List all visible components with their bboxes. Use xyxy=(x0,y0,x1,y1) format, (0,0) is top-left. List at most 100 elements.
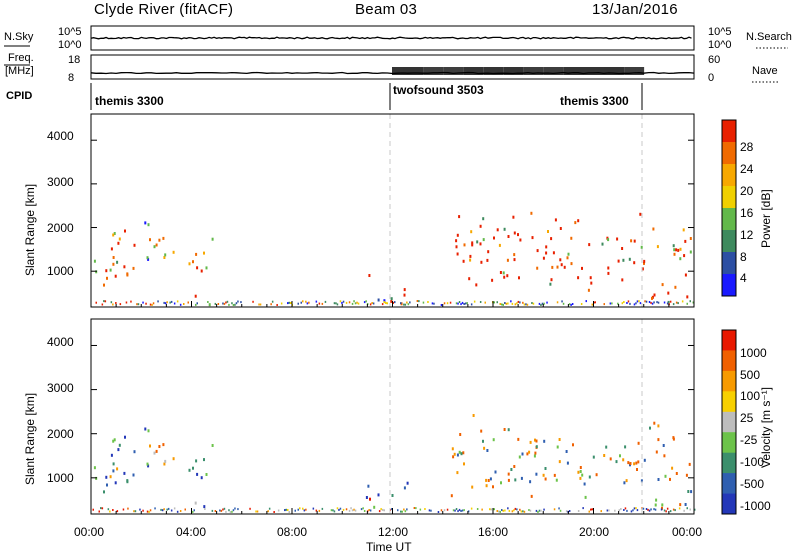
heatmap-cell xyxy=(513,253,516,257)
heatmap-cell xyxy=(620,508,622,510)
heatmap-cell xyxy=(454,509,456,512)
velocity-cbar-tick-m25: -25 xyxy=(740,433,758,447)
velocity-colorbar xyxy=(721,329,737,515)
heatmap-cell xyxy=(536,266,539,270)
heatmap-cell xyxy=(440,509,443,512)
nsky-tick-top: 10^5 xyxy=(58,26,82,38)
heatmap-cell xyxy=(630,510,633,513)
heatmap-cell xyxy=(119,303,122,306)
heatmap-cell xyxy=(624,507,627,510)
heatmap-cell xyxy=(273,511,275,513)
cpid-segment-2: twofsound 3503 xyxy=(393,83,484,97)
heatmap-cell xyxy=(529,509,532,512)
colorbar-swatch xyxy=(722,230,736,253)
heatmap-cell xyxy=(552,251,555,255)
xtick-0000: 00:00 xyxy=(74,525,105,539)
heatmap-cell xyxy=(443,302,446,305)
heatmap-cell xyxy=(348,509,351,512)
heatmap-cell xyxy=(300,301,302,304)
heatmap-cell xyxy=(153,451,156,455)
heatmap-cell xyxy=(567,252,570,256)
heatmap-cell xyxy=(518,455,521,459)
heatmap-cell xyxy=(391,508,393,511)
heatmap-cell xyxy=(112,303,114,306)
heatmap-cell xyxy=(100,507,102,510)
colorbar-frame xyxy=(721,119,737,297)
heatmap-cell xyxy=(234,507,236,510)
heatmap-cell xyxy=(342,508,345,511)
heatmap-cell xyxy=(368,509,370,511)
heatmap-cell xyxy=(459,433,462,436)
heatmap-cell xyxy=(637,441,640,445)
heatmap-cell xyxy=(536,249,539,253)
heatmap-cell xyxy=(237,508,239,511)
heatmap-cell xyxy=(538,302,541,305)
heatmap-cell xyxy=(460,303,462,306)
heatmap-cell xyxy=(203,458,205,462)
heatmap-cell xyxy=(522,510,524,513)
heatmap-cell xyxy=(601,242,604,246)
xlabel: Time UT xyxy=(366,540,412,554)
heatmap-cell xyxy=(103,300,105,303)
heatmap-cell xyxy=(572,443,574,447)
heatmap-cell xyxy=(428,509,431,512)
heatmap-cell xyxy=(187,301,189,304)
heatmap-cell xyxy=(205,266,208,270)
heatmap-cell xyxy=(115,302,117,304)
heatmap-cell xyxy=(580,303,583,305)
heatmap-cell xyxy=(542,473,545,477)
heatmap-cell xyxy=(501,509,503,511)
heatmap-cell xyxy=(166,301,168,304)
heatmap-cell xyxy=(684,239,687,243)
heatmap-cell xyxy=(577,276,580,280)
heatmap-cell xyxy=(492,438,495,442)
heatmap-cell xyxy=(113,438,116,442)
heatmap-cell xyxy=(163,256,166,259)
heatmap-cell xyxy=(473,300,476,303)
heatmap-cell xyxy=(211,237,214,241)
heatmap-cell xyxy=(305,508,307,511)
heatmap-cell xyxy=(556,265,559,269)
heatmap-cell xyxy=(363,301,366,304)
heatmap-cell xyxy=(93,466,96,470)
heatmap-cell xyxy=(675,301,678,304)
heatmap-cell xyxy=(437,511,440,513)
heatmap-cell xyxy=(341,301,343,304)
heatmap-cell xyxy=(570,303,572,306)
heatmap-cell xyxy=(672,508,675,511)
heatmap-cell xyxy=(690,490,693,494)
heatmap-cell xyxy=(287,509,289,511)
heatmap-cell xyxy=(234,303,236,306)
heatmap-cell xyxy=(419,508,422,511)
heatmap-cell xyxy=(462,259,465,263)
colorbar-swatch xyxy=(722,208,736,231)
velocity-ytick-2000: 2000 xyxy=(47,427,74,441)
colorbar-swatch xyxy=(722,164,736,187)
heatmap-cell xyxy=(666,507,669,510)
heatmap-cell xyxy=(675,472,678,475)
heatmap-cell xyxy=(682,228,685,232)
heatmap-cell xyxy=(507,472,510,476)
heatmap-cell xyxy=(538,509,541,512)
heatmap-cell xyxy=(683,509,685,512)
heatmap-cell xyxy=(621,278,624,282)
heatmap-cell xyxy=(369,509,372,512)
heatmap-cell xyxy=(654,503,657,507)
heatmap-cell xyxy=(496,228,499,232)
heatmap-cell xyxy=(689,300,691,303)
heatmap-cell xyxy=(623,301,625,303)
heatmap-cell xyxy=(130,300,132,303)
heatmap-cell xyxy=(666,302,669,305)
heatmap-cell xyxy=(560,263,563,267)
heatmap-cell xyxy=(354,509,357,512)
heatmap-cell xyxy=(360,508,363,511)
heatmap-cell xyxy=(348,301,351,304)
heatmap-cell xyxy=(476,508,479,510)
heatmap-cell xyxy=(188,468,191,472)
colorbar-swatch xyxy=(722,473,736,494)
heatmap-cell xyxy=(503,227,506,231)
heatmap-cell xyxy=(302,300,304,303)
heatmap-cell xyxy=(157,300,159,303)
freq-panel-frame xyxy=(90,54,695,80)
heatmap-cell xyxy=(574,221,577,225)
